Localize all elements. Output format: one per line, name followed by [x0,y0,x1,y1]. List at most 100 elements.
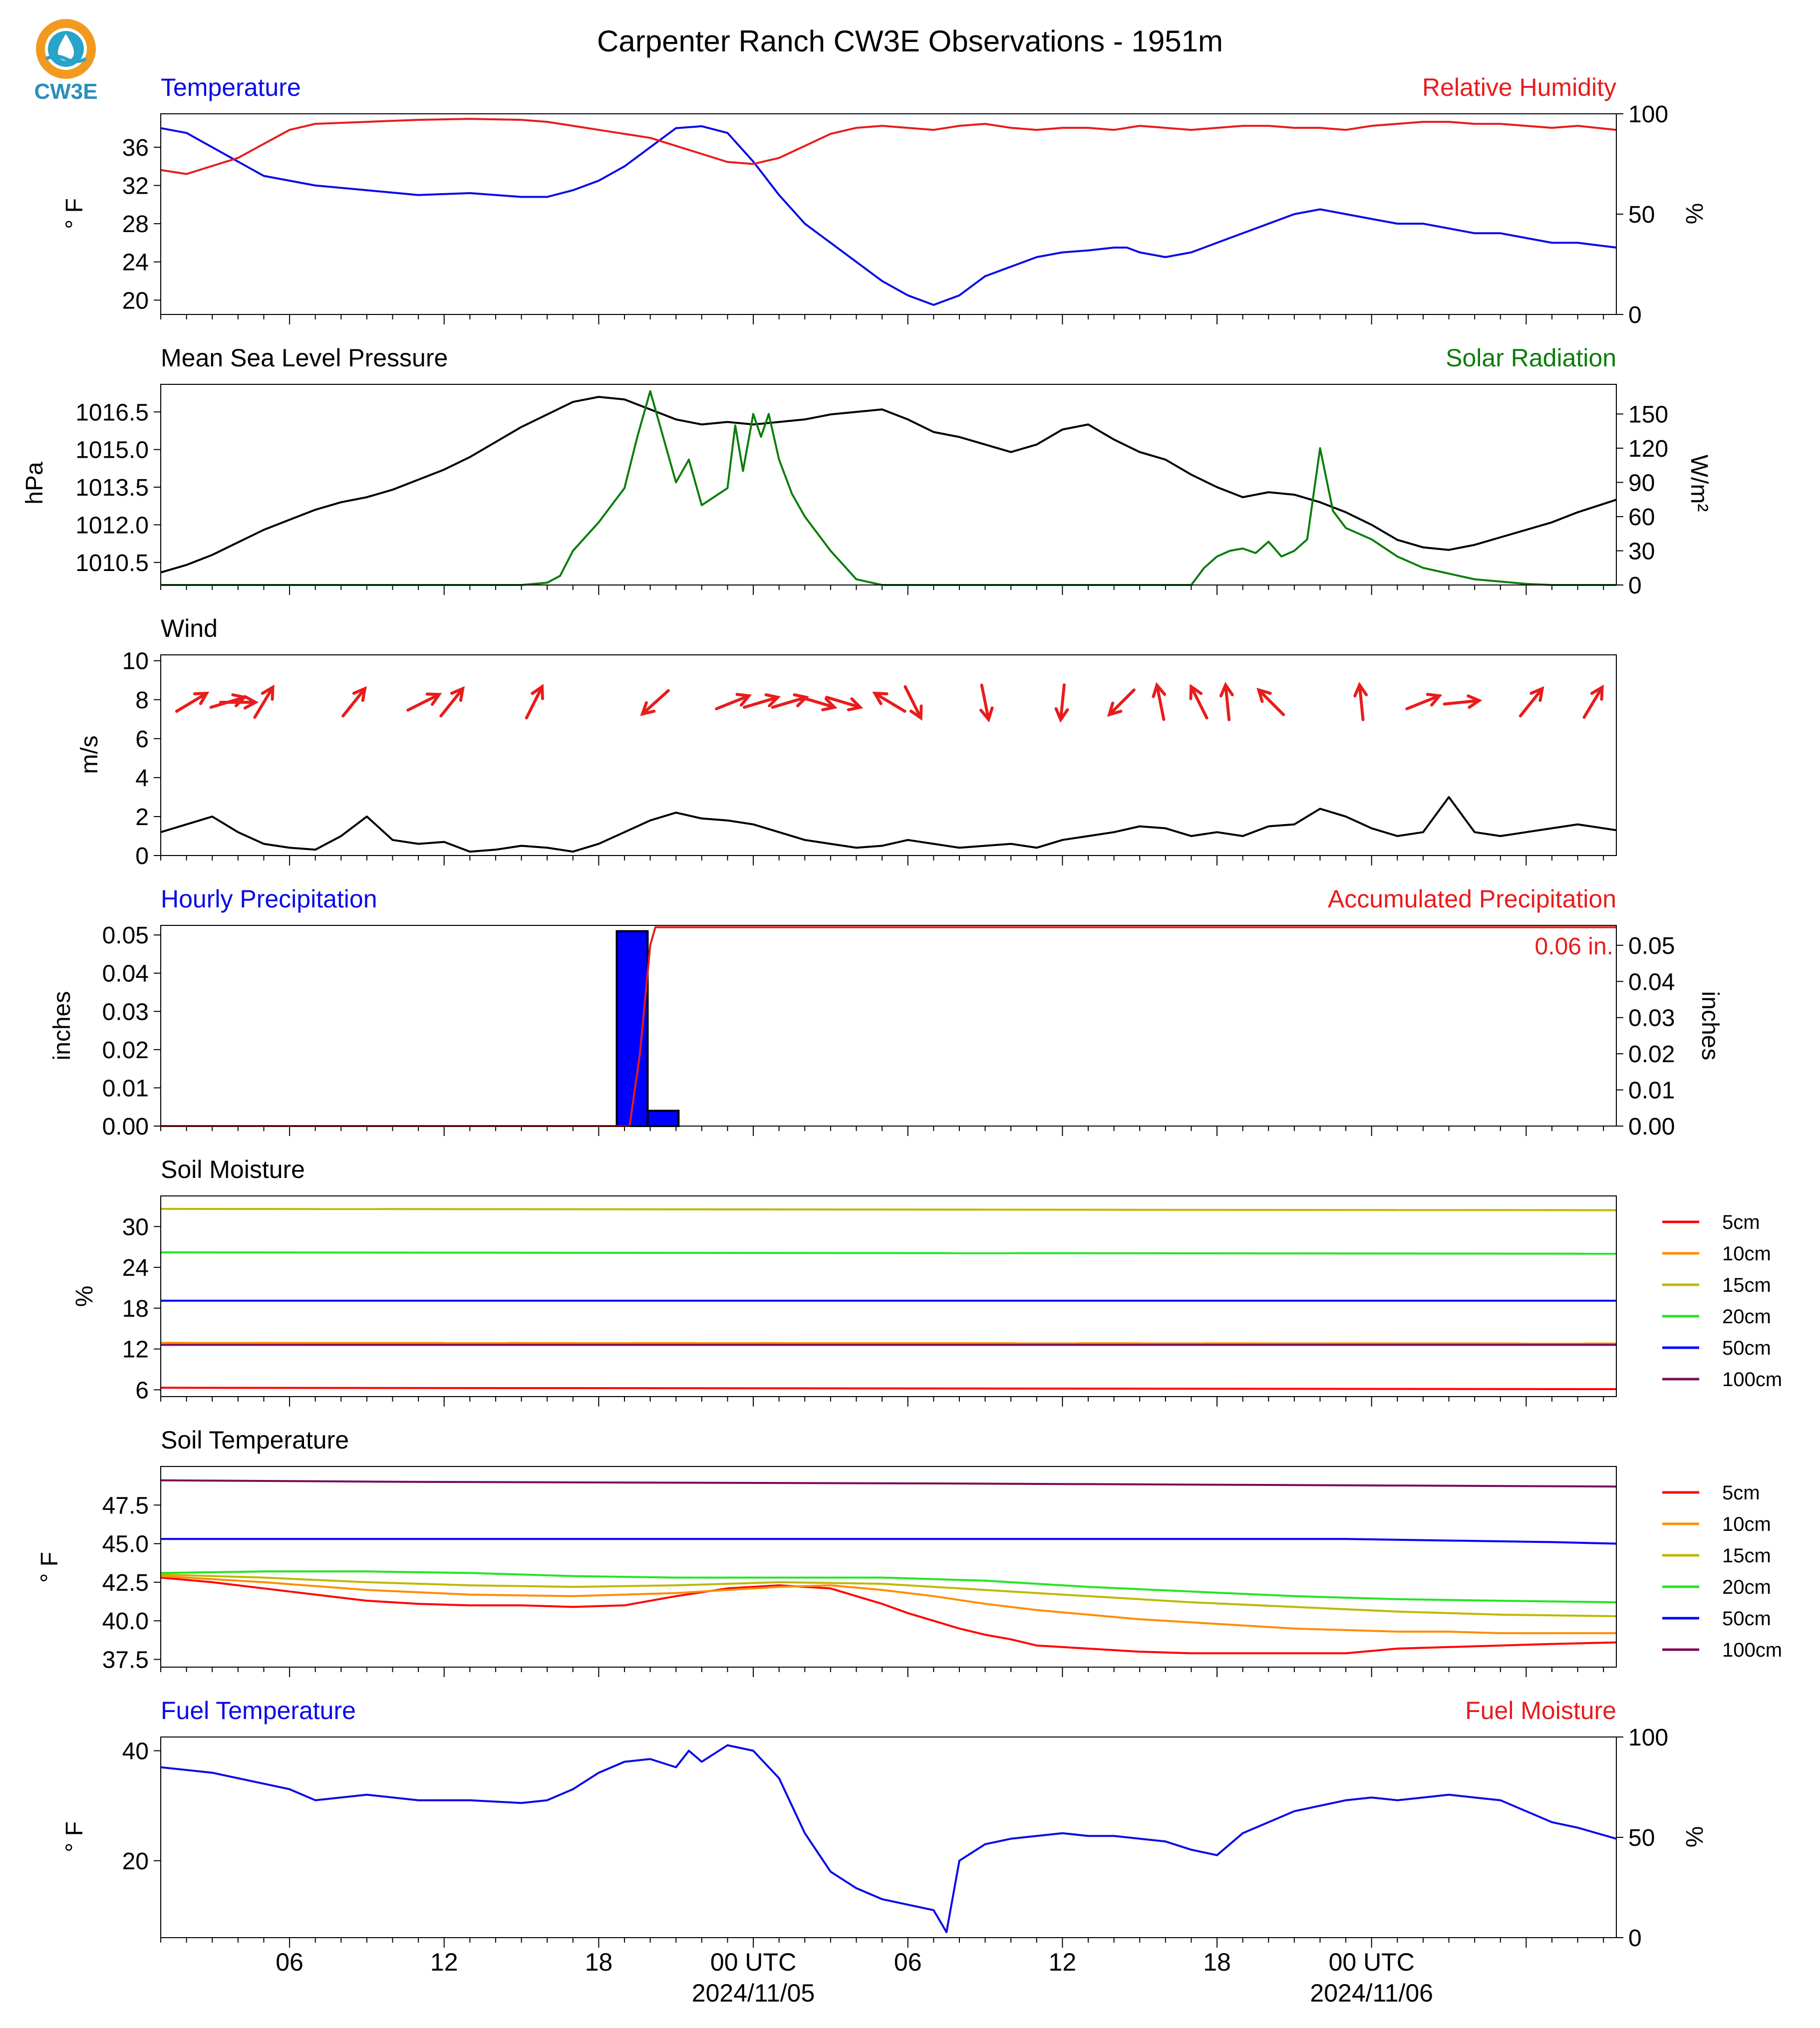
y-tick-label-right: 0.02 [1628,1041,1675,1068]
y-tick-label-right: 100 [1628,101,1668,128]
y-tick-label-left: 36 [122,135,149,161]
plot-frame [160,925,1617,1127]
wind-arrow [1107,688,1136,717]
series-layer [160,1479,1617,1655]
x-ticks [160,1667,1604,1677]
y-tick-label-right: 0.05 [1628,933,1675,959]
legend-label: 100cm [1722,1369,1782,1391]
y-tick-label-right: 0 [1628,302,1642,328]
y-ticks-right: 0 50 100 [1616,101,1668,328]
logo-wave [45,54,87,63]
legend-label: 10cm [1722,1243,1771,1265]
y-axis-label-left: % [71,1286,98,1307]
legend-label: 15cm [1722,1274,1771,1296]
wind-arrow [1353,681,1368,721]
wind-arrow [525,684,544,720]
wind-arrow [1405,693,1443,710]
series-layer [161,926,1616,1127]
wind-arrow [904,685,923,721]
panel-title-left: Soil Temperature [161,1426,349,1454]
panel-title-right: Relative Humidity [1422,73,1616,101]
wind-arrow [1219,681,1234,721]
plot-frame [160,1737,1617,1938]
series-layer [160,1207,1617,1390]
series-layer [160,1744,1617,1933]
panel-soil-temperature: Soil Temperature ° F 37.5 40.0 42.5 45.0 47.… [36,1426,1782,1677]
series-layer [160,118,1617,306]
y-axis-label-left: inches [49,991,75,1061]
y-axis-label-right: inches [1697,991,1723,1061]
series-line-100cm [160,1479,1617,1488]
series-line-relative-humidity [160,118,1617,175]
panel-title-right: Accumulated Precipitation [1328,885,1616,913]
y-tick-label-left: 0 [135,843,149,869]
series-line-15cm [160,1573,1617,1617]
y-tick-label-left: 0.03 [102,999,149,1025]
series-line-20cm [160,1570,1617,1604]
wind-arrow [175,691,210,713]
y-tick-label-left: 24 [122,250,149,276]
y-tick-label-right: 50 [1628,1825,1655,1851]
y-tick-label-left: 40.0 [102,1608,149,1635]
y-ticks-left: 1010.5 1012.0 1013.5 1015.0 1016.5 [75,399,161,577]
panel-fuel: Fuel Temperature Fuel Moisture ° F % 204… [61,1697,1707,1952]
x-axis-labels: 06 12 18 00 UTC 2024/11/05 06 12 18 00 UTC 2024/1… [276,1948,1433,2007]
wind-arrow [1443,694,1483,709]
precip-bar [615,930,649,1127]
y-axis-label-right: W/m² [1686,455,1712,512]
y-tick-label-right: 0.00 [1628,1114,1675,1140]
y-tick-label-left: 4 [135,765,149,792]
y-tick-label-left: 18 [122,1296,149,1322]
y-axis-label-left: m/s [76,735,103,774]
series-line-solar-radiation [161,390,1616,586]
series-line-accumulated-precipitation [161,926,1616,1127]
y-axis-label-left: ° F [61,198,88,229]
panel-title-left: Wind [161,614,218,642]
wind-arrow [439,686,465,718]
series-line-wind-speed [160,796,1617,853]
y-tick-label-right: 50 [1628,202,1655,228]
panel-title-right: Fuel Moisture [1465,1697,1616,1725]
series-line-fuel-temperature [160,1744,1617,1933]
panel-precipitation: Hourly Precipitation Accumulated Precipi… [49,885,1723,1140]
x-ticks [160,1938,1604,1948]
panel-wind: Wind m/s 0 2 4 6 8 10 [76,614,1617,869]
x-tick-label: 00 UTC [710,1948,796,1976]
wind-arrow [1518,686,1544,718]
plot-frame [160,1466,1617,1668]
panel-title-left: Temperature [161,73,301,101]
wind-arrow [1256,687,1285,716]
wind-arrow [799,695,838,712]
y-tick-label-left: 12 [122,1337,149,1363]
x-ticks [160,585,1604,595]
plot-frame [160,384,1617,585]
wind-arrow [219,695,259,710]
y-tick-label-right: 60 [1628,504,1655,531]
y-tick-label-right: 120 [1628,436,1668,462]
y-tick-label-left: 1010.5 [75,550,149,577]
x-tick-label: 12 [430,1948,458,1976]
y-tick-label-left: 37.5 [102,1647,149,1674]
y-tick-label-right: 0.04 [1628,969,1675,995]
figure-title: Carpenter Ranch CW3E Observations - 1951… [597,24,1223,58]
legend-label: 100cm [1722,1639,1782,1661]
wind-arrow [341,686,367,718]
wind-arrow [1054,683,1069,723]
y-ticks-left: 37.5 40.0 42.5 45.0 47.5 [102,1492,161,1674]
y-tick-label-left: 28 [122,211,149,238]
bar-layer [615,930,680,1127]
y-tick-label-left: 0.00 [102,1114,149,1140]
y-tick-label-left: 42.5 [102,1570,149,1596]
y-tick-label-left: 1013.5 [75,475,149,501]
wind-arrow [640,689,670,716]
y-tick-label-left: 0.01 [102,1075,149,1102]
series-layer [160,796,1617,853]
y-tick-label-left: 6 [135,1377,149,1404]
x-tick-label: 06 [894,1948,922,1976]
wind-arrow [1582,684,1604,719]
panel-soil-moisture: Soil Moisture % 6 12 18 24 30 5cm 10cm 15cm 20c… [71,1156,1782,1407]
series-line-10cm [160,1575,1616,1634]
y-tick-label-left: 20 [122,1848,149,1875]
legend-label: 50cm [1722,1608,1771,1630]
panel-pressure-solar: Mean Sea Level Pressure Solar Radiation … [21,344,1712,599]
